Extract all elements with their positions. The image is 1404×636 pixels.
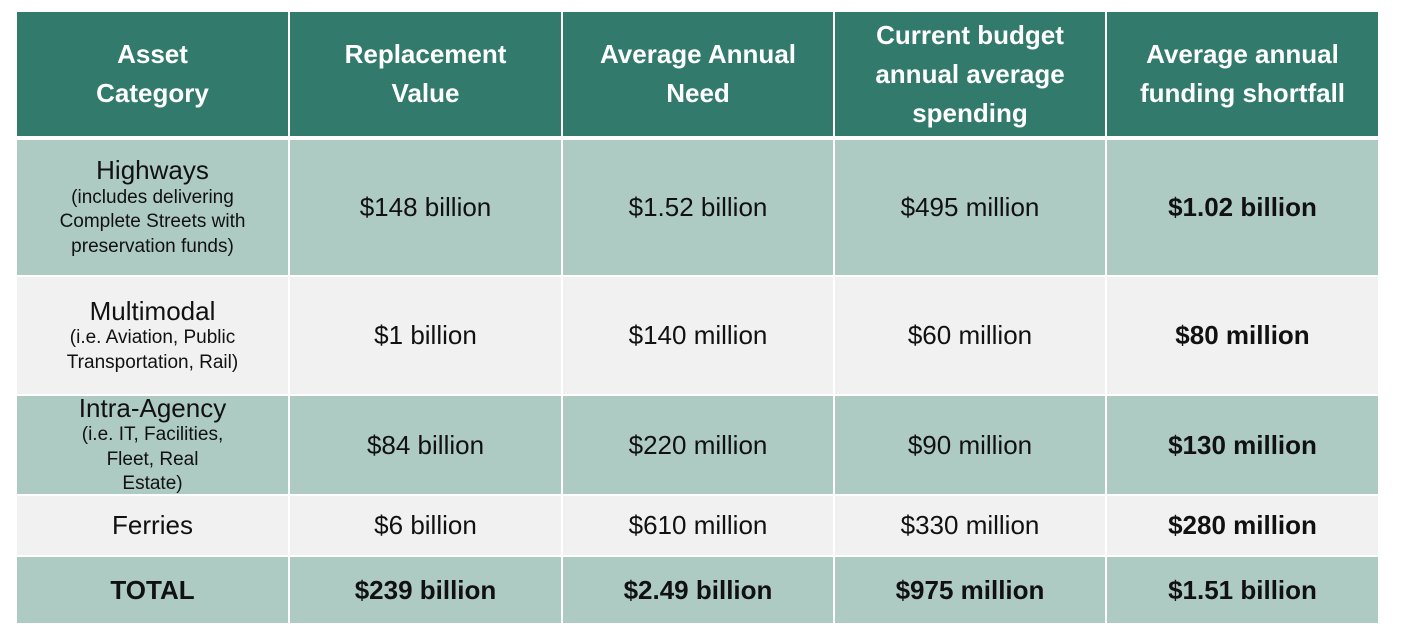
header-average-annual-need: Average Annual Need — [563, 12, 833, 136]
funding-shortfall: $130 million — [1107, 396, 1378, 494]
category-note: (i.e. Aviation, Public Transportation, R… — [66, 326, 239, 373]
total-annual-spending: $975 million — [835, 557, 1105, 623]
category-name: Multimodal — [89, 295, 216, 326]
category-cell-ferries: Ferries — [17, 496, 288, 555]
funding-shortfall: $280 million — [1107, 496, 1378, 555]
annual-need: $220 million — [563, 396, 833, 494]
replacement-value: $148 billion — [290, 140, 561, 275]
category-cell-intra-agency: Intra-Agency (i.e. IT, Facilities, Fleet… — [17, 392, 288, 495]
header-asset-category: Asset Category — [17, 12, 288, 136]
replacement-value: $84 billion — [290, 396, 561, 494]
total-replacement-value: $239 billion — [290, 557, 561, 623]
category-note: (i.e. IT, Facilities, Fleet, Real Estate… — [81, 424, 224, 495]
annual-need: $140 million — [563, 277, 833, 394]
funding-shortfall: $1.02 billion — [1107, 140, 1378, 275]
annual-spending: $330 million — [835, 496, 1105, 555]
annual-spending: $495 million — [835, 140, 1105, 275]
category-note: (includes delivering Complete Streets wi… — [59, 186, 246, 257]
header-current-budget-spending: Current budget annual average spending — [835, 12, 1105, 136]
total-label: TOTAL — [17, 557, 288, 623]
annual-spending: $60 million — [835, 277, 1105, 394]
funding-table: Asset Category Replacement Value Average… — [17, 12, 1378, 623]
header-funding-shortfall: Average annual funding shortfall — [1107, 12, 1378, 136]
total-funding-shortfall: $1.51 billion — [1107, 557, 1378, 623]
annual-need: $1.52 billion — [563, 140, 833, 275]
category-name: Intra-Agency — [78, 392, 227, 423]
annual-need: $610 million — [563, 496, 833, 555]
category-name: Ferries — [112, 510, 193, 541]
replacement-value: $1 billion — [290, 277, 561, 394]
replacement-value: $6 billion — [290, 496, 561, 555]
category-name: Highways — [96, 155, 209, 186]
header-replacement-value: Replacement Value — [290, 12, 561, 136]
funding-shortfall: $80 million — [1107, 277, 1378, 394]
total-annual-need: $2.49 billion — [563, 557, 833, 623]
annual-spending: $90 million — [835, 396, 1105, 494]
category-cell-highways: Highways (includes delivering Complete S… — [17, 140, 288, 275]
category-cell-multimodal: Multimodal (i.e. Aviation, Public Transp… — [17, 277, 288, 394]
